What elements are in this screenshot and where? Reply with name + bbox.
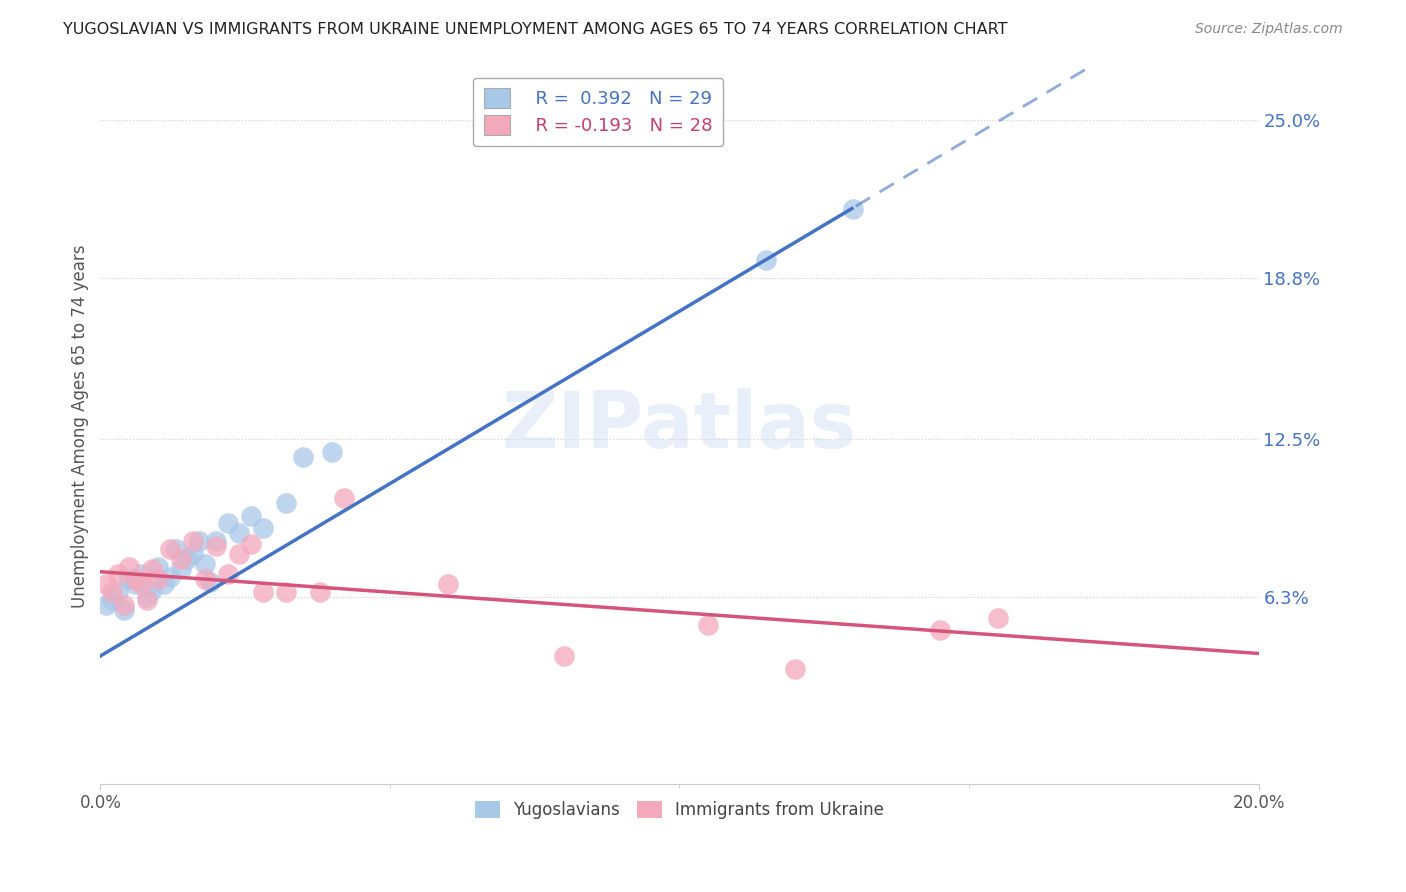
- Point: [239, 536, 262, 550]
- Point: [101, 592, 124, 607]
- Point: [194, 557, 217, 571]
- Point: [112, 603, 135, 617]
- Point: [112, 598, 135, 612]
- Text: Source: ZipAtlas.com: Source: ZipAtlas.com: [1195, 22, 1343, 37]
- Point: [553, 648, 575, 663]
- Text: ZIPatlas: ZIPatlas: [502, 388, 858, 464]
- Point: [153, 577, 176, 591]
- Point: [697, 618, 720, 632]
- Point: [118, 559, 141, 574]
- Point: [181, 534, 204, 549]
- Point: [129, 577, 152, 591]
- Point: [332, 491, 354, 505]
- Point: [194, 573, 217, 587]
- Point: [987, 610, 1010, 624]
- Point: [785, 662, 807, 676]
- Point: [239, 508, 262, 523]
- Point: [170, 562, 193, 576]
- Point: [141, 562, 163, 576]
- Point: [107, 585, 129, 599]
- Point: [217, 516, 239, 531]
- Point: [187, 534, 209, 549]
- Point: [148, 573, 170, 587]
- Point: [200, 574, 222, 589]
- Point: [124, 573, 146, 587]
- Point: [148, 559, 170, 574]
- Point: [217, 567, 239, 582]
- Point: [94, 577, 117, 591]
- Point: [94, 598, 117, 612]
- Text: YUGOSLAVIAN VS IMMIGRANTS FROM UKRAINE UNEMPLOYMENT AMONG AGES 65 TO 74 YEARS CO: YUGOSLAVIAN VS IMMIGRANTS FROM UKRAINE U…: [63, 22, 1008, 37]
- Legend: Yugoslavians, Immigrants from Ukraine: Yugoslavians, Immigrants from Ukraine: [468, 794, 890, 825]
- Point: [929, 624, 952, 638]
- Point: [755, 253, 778, 268]
- Point: [309, 585, 332, 599]
- Point: [205, 534, 228, 549]
- Y-axis label: Unemployment Among Ages 65 to 74 years: Unemployment Among Ages 65 to 74 years: [72, 244, 89, 607]
- Point: [274, 496, 297, 510]
- Point: [181, 547, 204, 561]
- Point: [124, 577, 146, 591]
- Point: [437, 577, 460, 591]
- Point: [176, 552, 198, 566]
- Point: [129, 567, 152, 582]
- Point: [135, 592, 157, 607]
- Point: [159, 541, 181, 556]
- Point: [274, 585, 297, 599]
- Point: [118, 573, 141, 587]
- Point: [228, 526, 250, 541]
- Point: [205, 539, 228, 553]
- Point: [252, 521, 274, 535]
- Point: [141, 582, 163, 597]
- Point: [321, 444, 343, 458]
- Point: [842, 202, 865, 216]
- Point: [170, 552, 193, 566]
- Point: [101, 585, 124, 599]
- Point: [228, 547, 250, 561]
- Point: [135, 591, 157, 605]
- Point: [165, 541, 187, 556]
- Point: [292, 450, 315, 464]
- Point: [107, 567, 129, 582]
- Point: [159, 570, 181, 584]
- Point: [252, 585, 274, 599]
